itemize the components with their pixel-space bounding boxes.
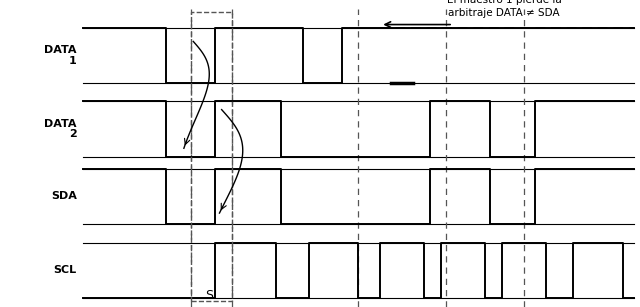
Text: SDA: SDA (51, 192, 77, 201)
Text: El maestro 1 pierde la
arbitraje DATA ≠ SDA: El maestro 1 pierde la arbitraje DATA ≠ … (447, 0, 561, 18)
Text: DATA
1: DATA 1 (44, 45, 77, 66)
Text: SCL: SCL (54, 265, 77, 275)
Text: S: S (205, 290, 212, 302)
Text: DATA
2: DATA 2 (44, 119, 77, 139)
